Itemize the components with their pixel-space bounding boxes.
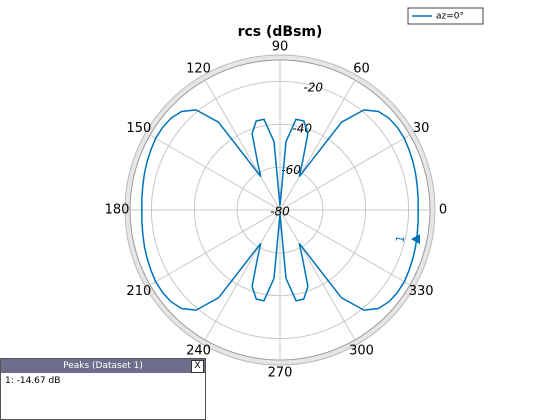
- angle-tick-label: 150: [126, 121, 151, 136]
- angle-tick-label: 120: [186, 61, 211, 76]
- radial-tick-label: -40: [292, 122, 312, 136]
- radial-grid-line: [193, 123, 367, 297]
- radial-grid-line: [150, 80, 410, 340]
- angle-grid-line: [279, 79, 356, 211]
- peak-marker-label: 1: [393, 234, 407, 244]
- angle-tick-label: 0: [439, 203, 447, 218]
- pattern-line: [141, 109, 419, 311]
- peak-marker: [410, 234, 420, 245]
- angle-tick-label: 180: [105, 203, 130, 218]
- chart-title: rcs (dBsm): [238, 24, 323, 40]
- angle-grid-line: [279, 209, 356, 341]
- angle-tick-label: 300: [349, 344, 374, 359]
- angle-tick-label: 30: [413, 121, 430, 136]
- angle-tick-label: 210: [126, 284, 151, 299]
- close-button[interactable]: X: [191, 360, 204, 373]
- angle-tick-label: 330: [409, 284, 434, 299]
- angle-tick-label: 90: [272, 40, 289, 55]
- radial-grid-line: [236, 166, 324, 254]
- angle-grid-line: [204, 209, 281, 341]
- angle-grid-line: [279, 134, 411, 211]
- angle-grid-line: [279, 209, 411, 286]
- peak-row: 1: -14.67 dB: [5, 376, 61, 386]
- angle-grid-line: [149, 209, 281, 286]
- angle-grid-line: [204, 79, 281, 211]
- angle-tick-label: 270: [268, 366, 293, 381]
- legend: az=0°: [407, 7, 484, 25]
- legend-label: az=0°: [436, 12, 464, 22]
- radial-tick-label: -80: [270, 205, 290, 219]
- radial-grid-line: [279, 209, 281, 211]
- panel-title: Peaks (Dataset 1): [63, 361, 143, 371]
- legend-box: [407, 7, 484, 25]
- radial-tick-label: -20: [303, 80, 323, 94]
- radial-tick-label: -60: [281, 163, 301, 177]
- angle-tick-label: 240: [186, 344, 211, 359]
- angle-tick-label: 60: [353, 61, 370, 76]
- panel-title-bar: Peaks (Dataset 1) X: [1, 359, 205, 373]
- peaks-panel: Peaks (Dataset 1) X 1: -14.67 dB: [0, 358, 206, 420]
- angle-grid-line: [149, 134, 281, 211]
